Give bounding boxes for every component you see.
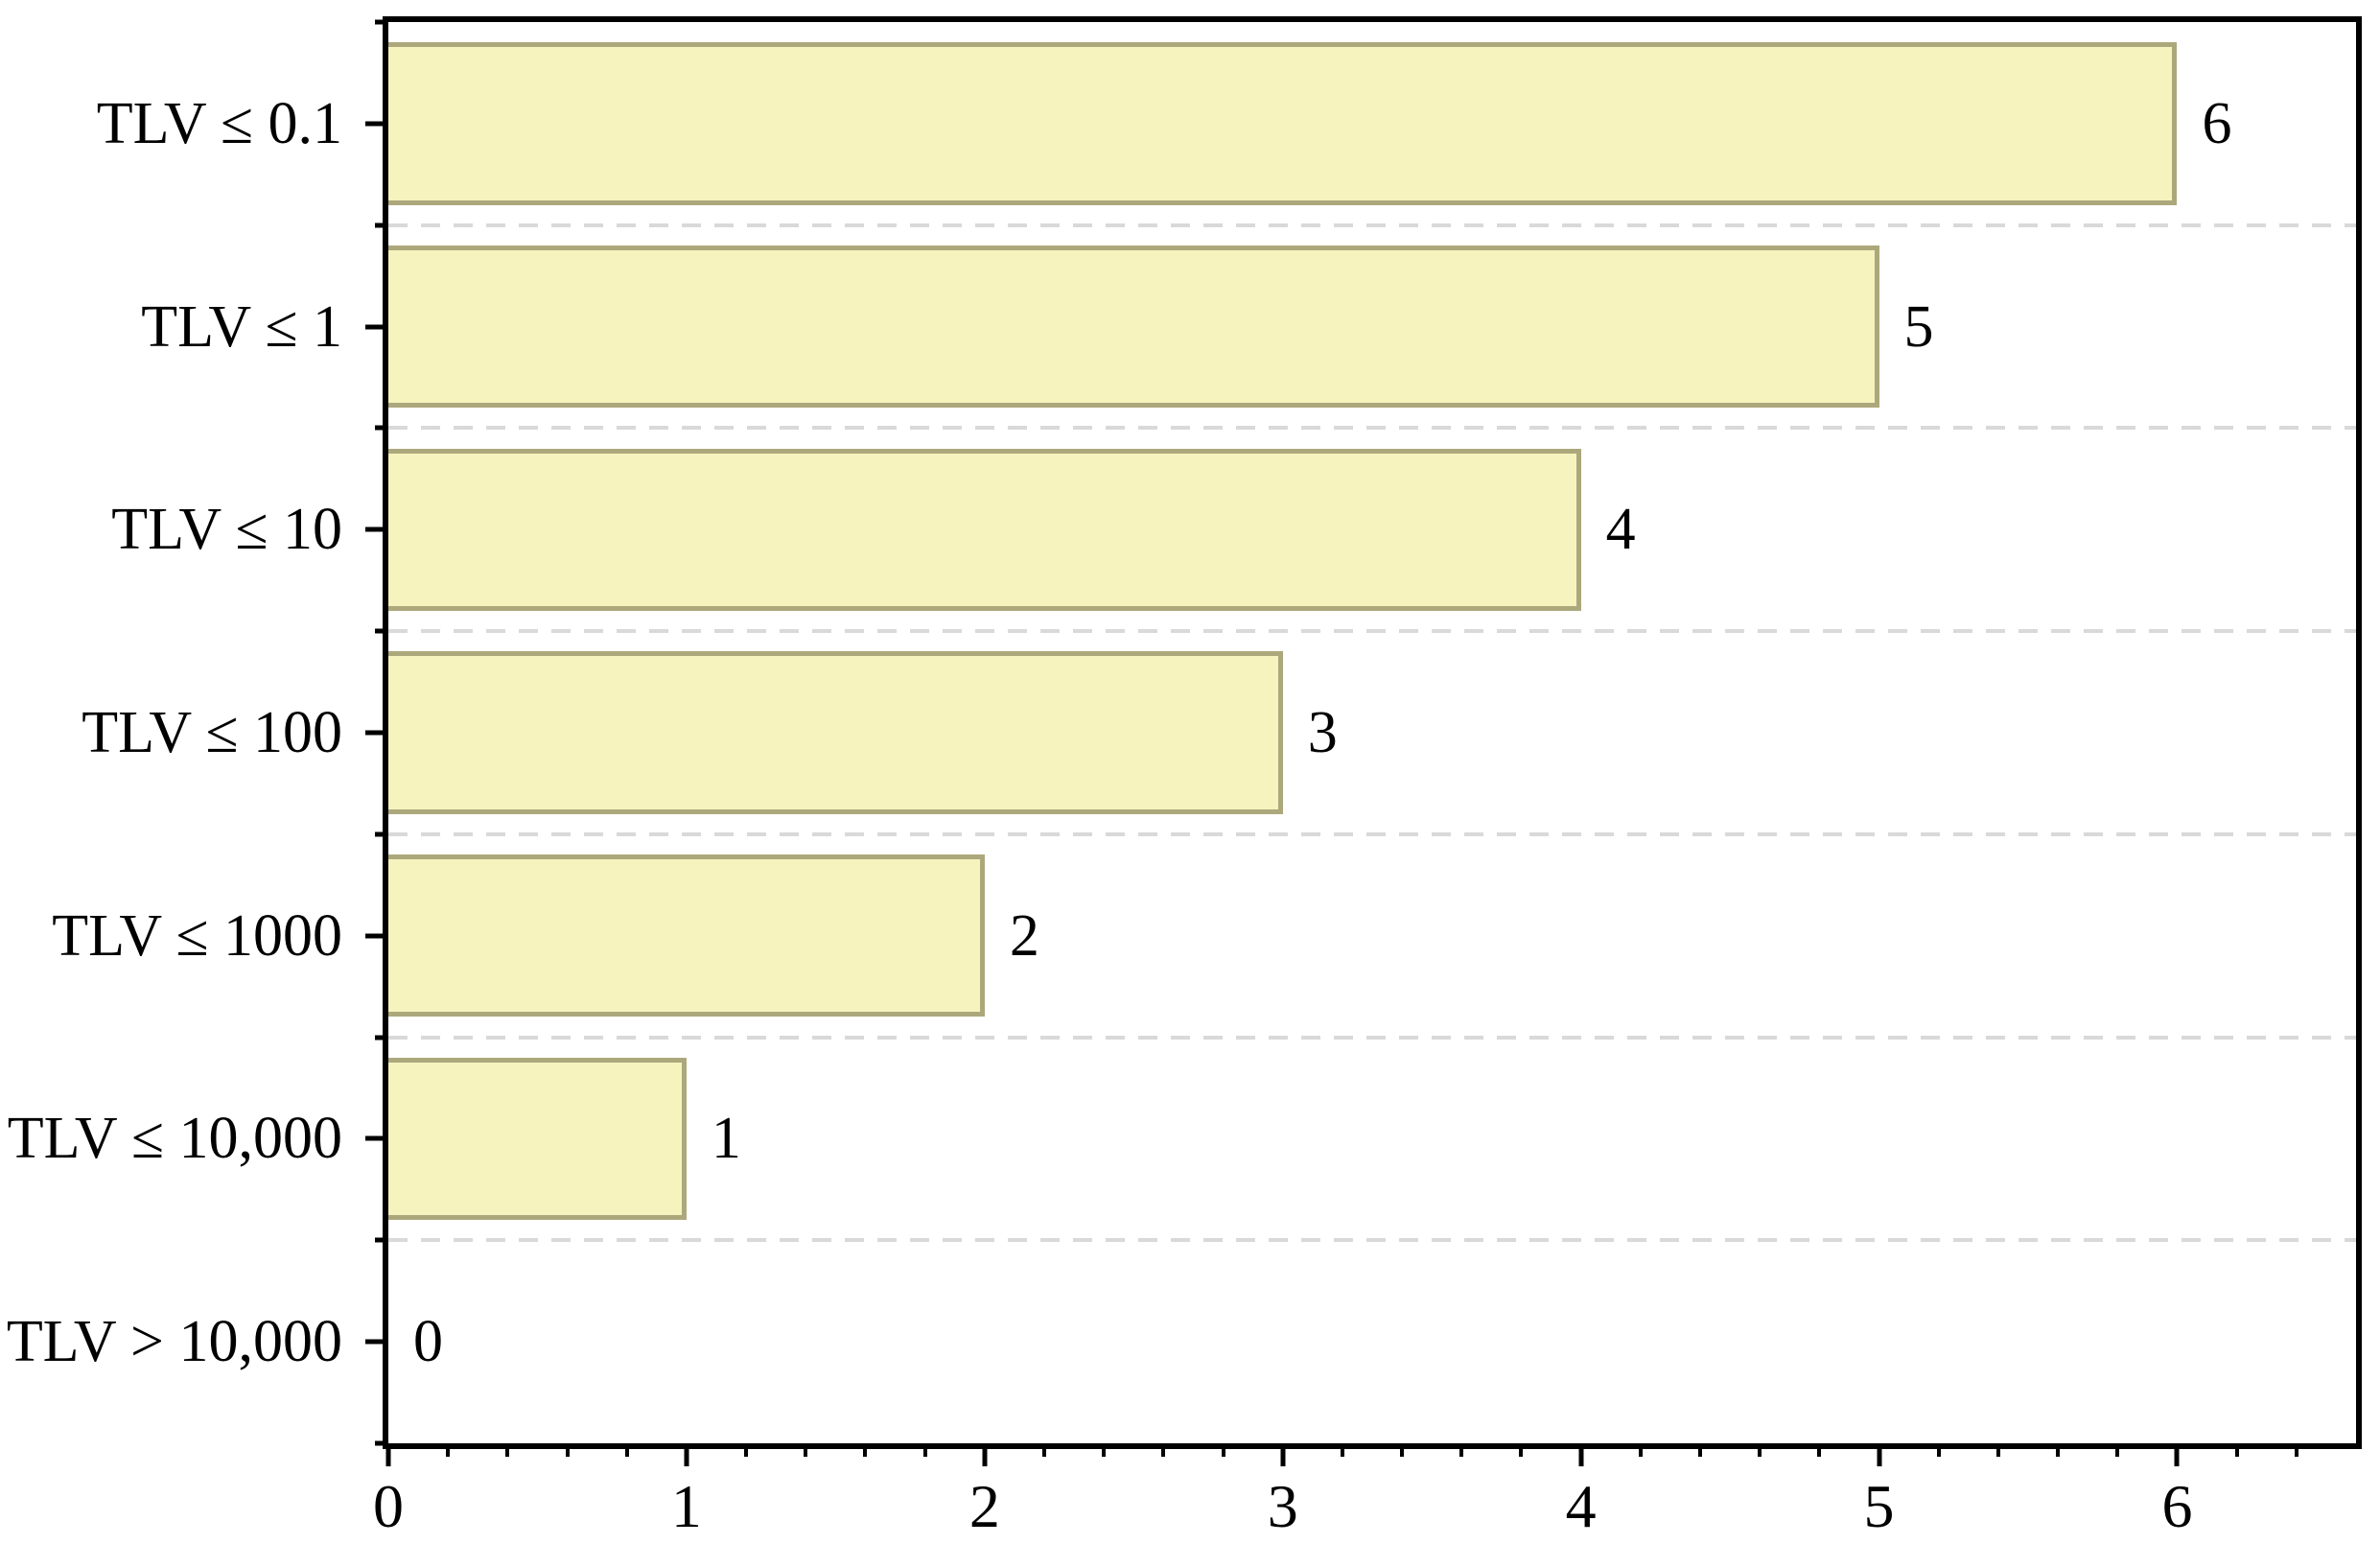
- x-axis-tick-label: 4: [1565, 1472, 1597, 1540]
- x-axis-minor-tick: [922, 1443, 927, 1457]
- y-axis-category-label: TLV ≤ 10,000: [7, 1106, 342, 1172]
- y-axis-minor-tick: [375, 1237, 388, 1243]
- x-axis-minor-tick: [446, 1443, 451, 1457]
- bar: [388, 448, 1581, 611]
- x-axis-minor-tick: [1400, 1443, 1405, 1457]
- bar-value-label: 0: [413, 1309, 443, 1375]
- x-axis-minor-tick: [744, 1443, 749, 1457]
- x-axis-minor-tick: [1936, 1443, 1941, 1457]
- y-axis-minor-tick: [375, 831, 388, 837]
- x-axis-minor-tick: [1995, 1443, 2000, 1457]
- x-axis-minor-tick: [1698, 1443, 1702, 1457]
- bar-value-label: 4: [1605, 497, 1636, 563]
- x-axis-minor-tick: [1221, 1443, 1225, 1457]
- x-axis-minor-tick: [505, 1443, 510, 1457]
- x-axis-minor-tick: [2056, 1443, 2061, 1457]
- x-axis-minor-tick: [1459, 1443, 1464, 1457]
- x-axis-tick-label: 2: [968, 1472, 1000, 1540]
- bar: [388, 651, 1283, 814]
- category-band: TLV ≤ 1000 2: [52, 834, 2356, 1038]
- bar-value-label: 3: [1307, 699, 1338, 765]
- x-axis-major-tick: [1877, 1443, 1882, 1466]
- category-band: TLV ≤ 10 4: [111, 428, 2356, 631]
- bar: [388, 42, 2178, 205]
- y-axis-category-label: TLV > 10,000: [6, 1309, 342, 1375]
- bar: [388, 245, 1879, 409]
- y-axis-category-label: TLV ≤ 1: [141, 293, 342, 360]
- gridline: [388, 629, 2356, 634]
- category-band: TLV > 10,000 0: [7, 1240, 2356, 1443]
- x-axis-minor-tick: [565, 1443, 570, 1457]
- y-axis-category-label: TLV ≤ 10: [111, 497, 342, 563]
- x-axis-minor-tick: [1817, 1443, 1822, 1457]
- bar-value-label: 1: [711, 1106, 741, 1172]
- category-band: TLV ≤ 10,000 1: [8, 1038, 2356, 1241]
- y-axis-minor-tick: [375, 628, 388, 634]
- bar: [388, 1057, 687, 1221]
- y-axis-major-tick: [365, 730, 388, 736]
- x-axis-minor-tick: [1638, 1443, 1643, 1457]
- x-axis-major-tick: [1280, 1443, 1286, 1466]
- x-axis-minor-tick: [2294, 1443, 2298, 1457]
- x-axis-tick-label: 3: [1267, 1472, 1298, 1540]
- x-axis-minor-tick: [624, 1443, 629, 1457]
- y-axis-category-label: TLV ≤ 1000: [52, 902, 342, 969]
- x-axis-tick-label: 6: [2161, 1472, 2193, 1540]
- gridline: [388, 831, 2356, 836]
- x-axis-major-tick: [1578, 1443, 1584, 1466]
- x-axis-tick-label: 0: [373, 1472, 404, 1540]
- x-axis-tick-label: 1: [670, 1472, 702, 1540]
- x-axis-major-tick: [982, 1443, 988, 1466]
- x-axis-minor-tick: [863, 1443, 868, 1457]
- x-axis-major-tick: [684, 1443, 689, 1466]
- x-axis-minor-tick: [1519, 1443, 1524, 1457]
- category-band: TLV ≤ 100 3: [82, 631, 2356, 834]
- y-axis-minor-tick: [375, 19, 388, 25]
- gridline: [388, 1035, 2356, 1040]
- bar-value-label: 5: [1903, 293, 1934, 360]
- y-axis-major-tick: [365, 324, 388, 330]
- category-band: TLV ≤ 1 5: [141, 225, 2356, 429]
- gridline: [388, 426, 2356, 431]
- bar-value-label: 6: [2202, 90, 2232, 156]
- y-axis-major-tick: [365, 526, 388, 532]
- plot-area: TLV ≤ 0.1 6 TLV ≤ 1 5 TLV ≤ 10 4 TLV ≤ 100 3 TLV…: [7, 16, 2362, 1537]
- x-axis-minor-tick: [1758, 1443, 1762, 1457]
- x-axis-major-tick: [385, 1443, 391, 1466]
- x-axis-minor-tick: [1102, 1443, 1107, 1457]
- x-axis-minor-tick: [2115, 1443, 2120, 1457]
- bar: [388, 854, 985, 1018]
- x-axis-minor-tick: [1340, 1443, 1344, 1457]
- y-axis-category-label: TLV ≤ 0.1: [96, 90, 342, 156]
- gridline: [388, 1238, 2356, 1243]
- x-axis-tick-label: 5: [1863, 1472, 1895, 1540]
- category-band: TLV ≤ 0.1 6: [97, 22, 2356, 225]
- x-axis-minor-tick: [1042, 1443, 1046, 1457]
- y-axis-major-tick: [365, 1339, 388, 1345]
- y-axis-minor-tick: [375, 1035, 388, 1041]
- x-axis-minor-tick: [1161, 1443, 1166, 1457]
- x-axis-minor-tick: [2234, 1443, 2239, 1457]
- x-axis-major-tick: [2174, 1443, 2180, 1466]
- y-axis-category-label: TLV ≤ 100: [82, 699, 342, 765]
- y-axis-major-tick: [365, 121, 388, 127]
- bar-value-label: 2: [1009, 902, 1039, 969]
- x-axis-minor-tick: [804, 1443, 808, 1457]
- y-axis-minor-tick: [375, 1440, 388, 1446]
- y-axis-major-tick: [365, 933, 388, 939]
- y-axis-minor-tick: [375, 425, 388, 431]
- y-axis-major-tick: [365, 1135, 388, 1141]
- y-axis-minor-tick: [375, 222, 388, 228]
- gridline: [388, 222, 2356, 227]
